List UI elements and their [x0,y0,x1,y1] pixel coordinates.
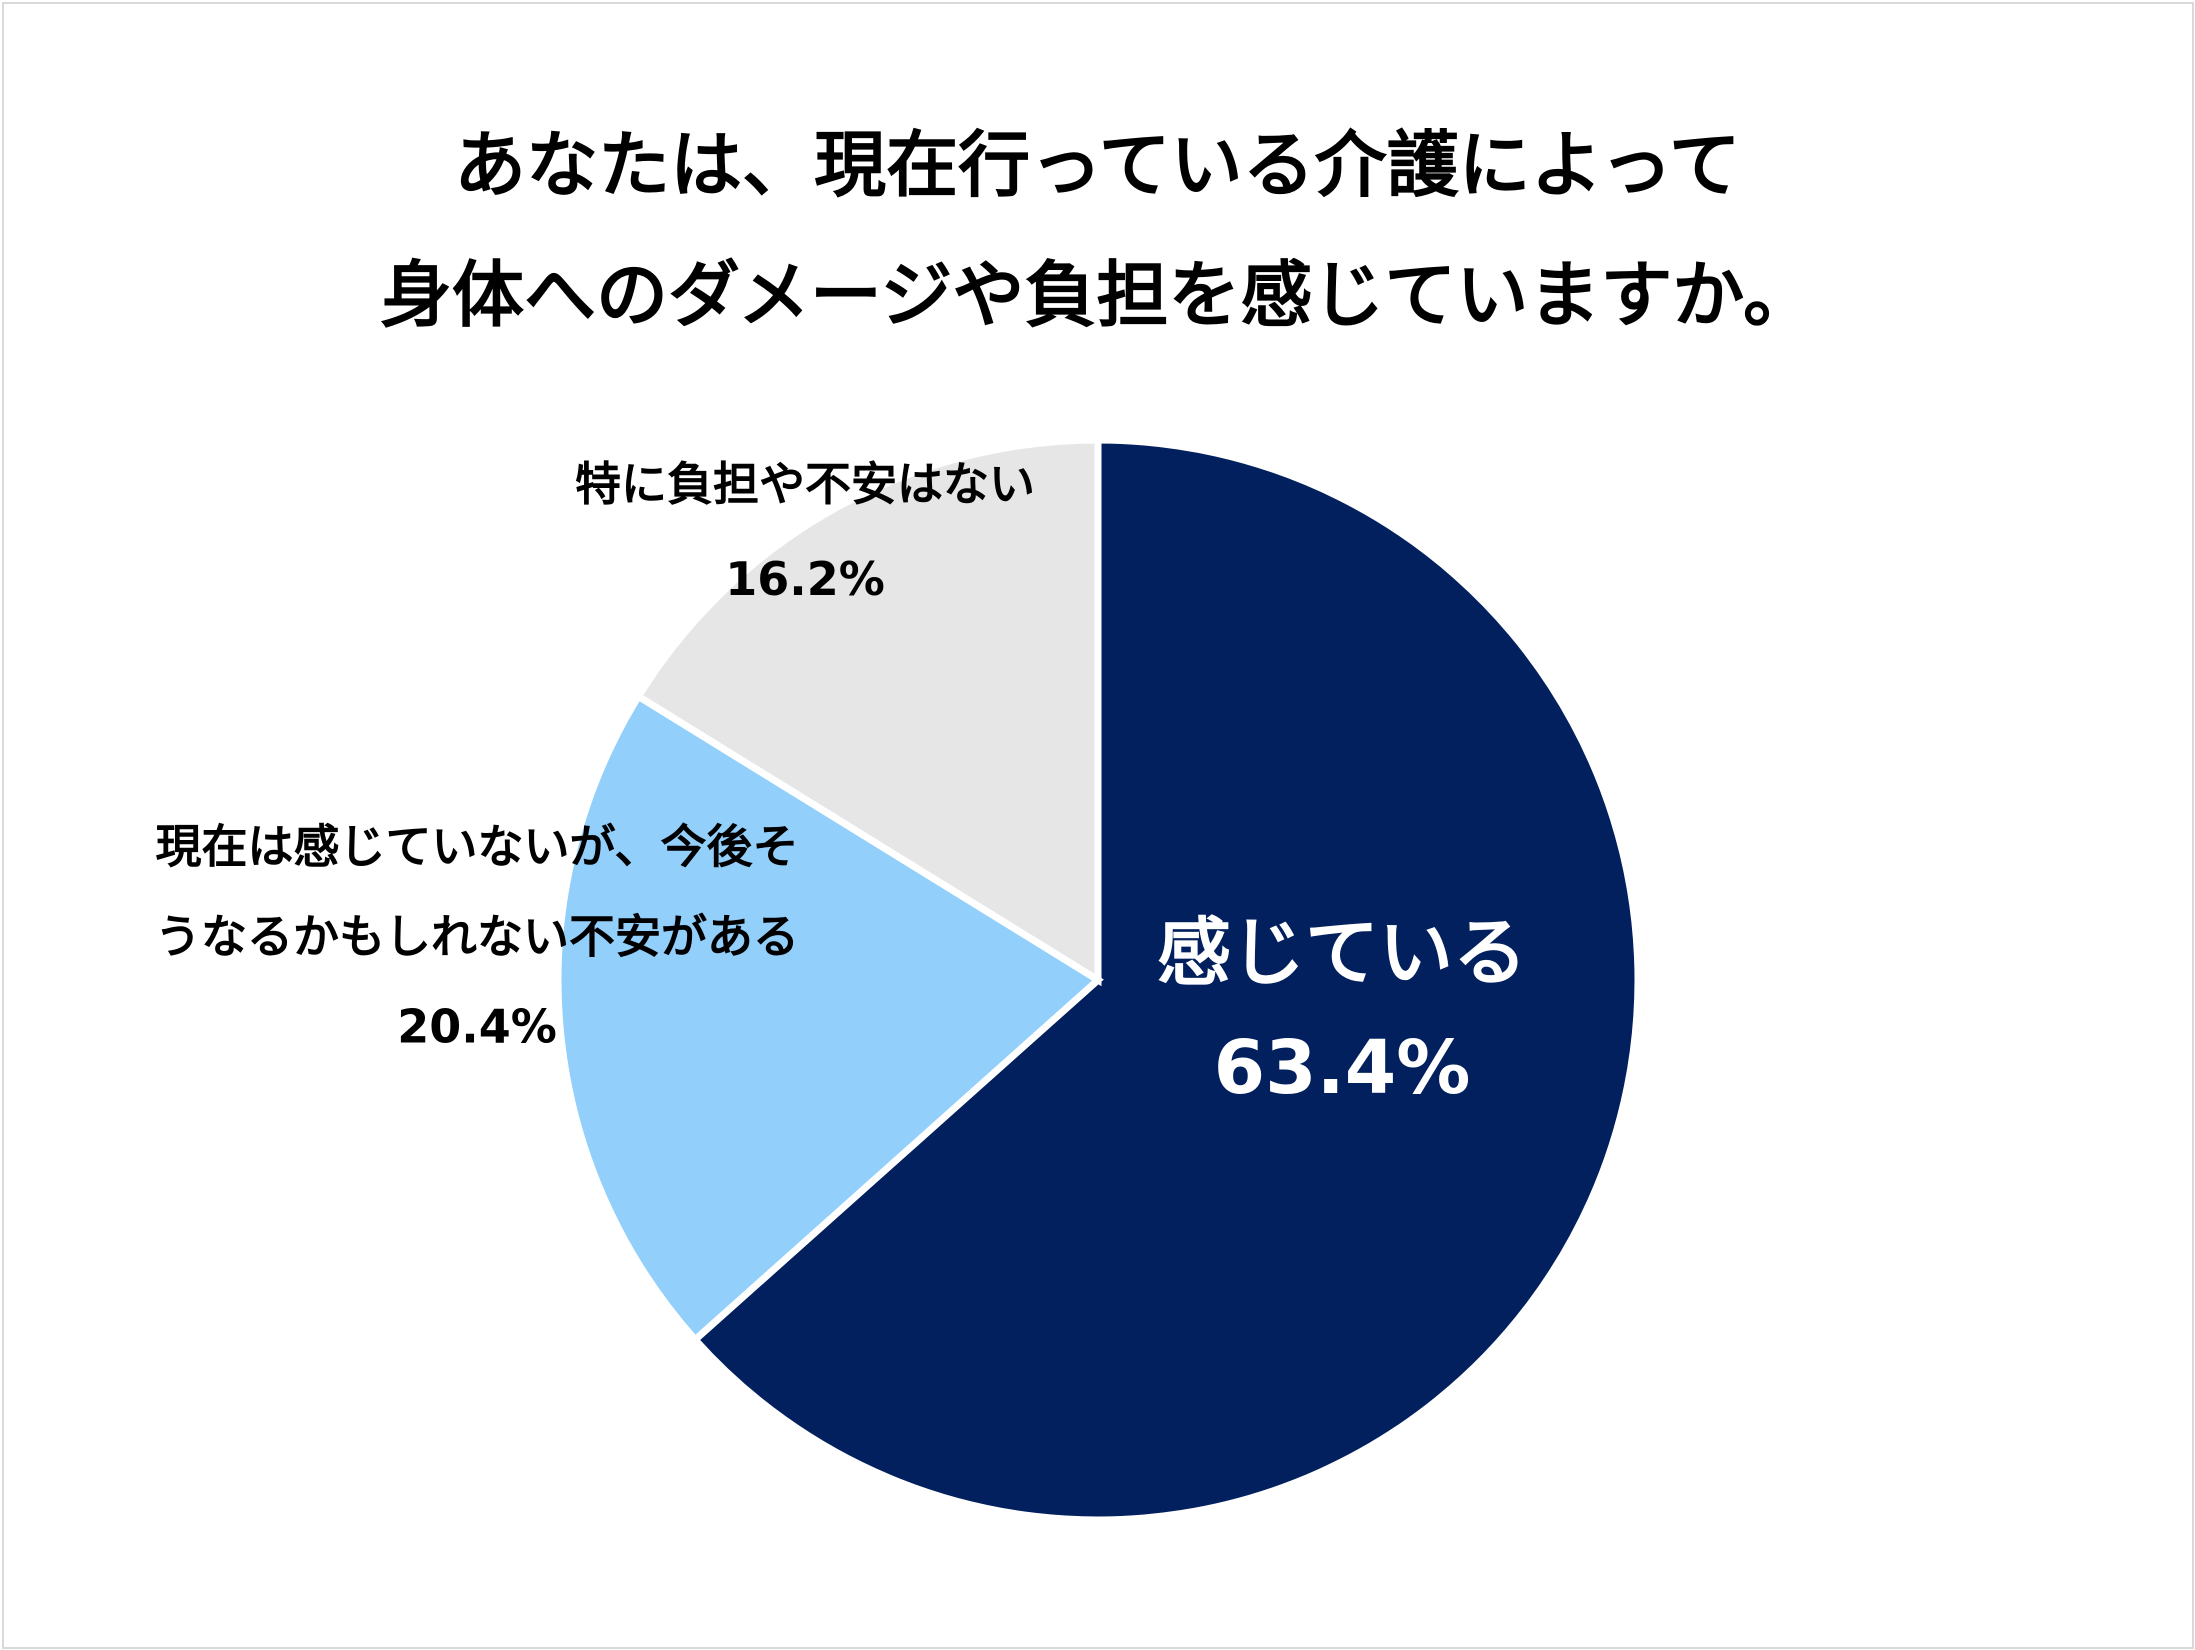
slice-value-label-1: 20.4% [397,1000,557,1054]
pie-slices [554,436,1642,1524]
slice-category-label-0-line-0: 感じている [1157,910,1527,996]
chart-title-line-1: あなたは、現在行っている介護によって [454,123,1741,207]
slice-value-label-0: 63.4% [1214,1025,1471,1111]
slice-category-label-1-line-0: 現在は感じていないが、今後そ [155,820,798,874]
slice-category-label-1-line-1: うなるかもしれない不安がある [155,910,799,964]
chart-title: あなたは、現在行っている介護によって 身体へのダメージや負担を感じていますか。 [0,100,2195,360]
chart-title-line-2: 身体へのダメージや負担を感じていますか。 [380,253,1815,337]
slice-value-label-2: 16.2% [725,552,885,606]
pie-slice-2 [633,436,1102,987]
pie-slice-0 [690,436,1642,1524]
slice-category-label-2-line-0: 特に負担や不安はない [575,457,1035,511]
pie-slice-1 [554,691,1104,1345]
